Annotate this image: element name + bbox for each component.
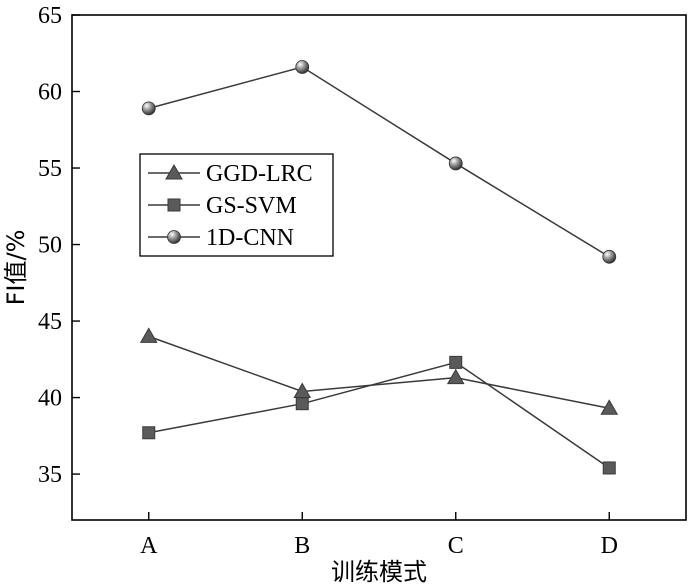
y-tick-label: 35: [38, 462, 62, 488]
data-point: [142, 426, 156, 440]
series-1d-cnn: [141, 60, 617, 264]
y-tick-label: 55: [38, 156, 62, 182]
data-point: [602, 249, 617, 264]
data-point: [295, 397, 309, 411]
data-point: [602, 461, 616, 475]
series-line: [148, 361, 610, 469]
series-line: [148, 66, 610, 258]
y-tick-label: 50: [38, 233, 62, 259]
series-ggd-lrc: [139, 327, 619, 415]
data-point: [446, 368, 465, 385]
legend-item: GS-SVM: [148, 193, 297, 219]
data-point: [139, 327, 158, 343]
series-layer: [139, 60, 619, 475]
y-tick-label: 40: [38, 386, 62, 412]
y-tick-label: 65: [38, 3, 62, 29]
data-point: [141, 101, 156, 116]
data-point: [449, 355, 463, 369]
legend-label: 1D-CNN: [206, 225, 294, 251]
legend-marker: [167, 198, 181, 212]
plot-frame: [71, 14, 687, 521]
x-tick-label: D: [601, 533, 618, 559]
legend-label: GS-SVM: [206, 193, 297, 219]
series-line: [148, 335, 610, 410]
series-gs-svm: [142, 355, 616, 475]
legend: GGD-LRC GS-SVM 1D-CNN: [139, 153, 334, 257]
legend-item: GGD-LRC: [148, 161, 313, 187]
y-tick-label: 45: [38, 309, 62, 335]
data-point: [295, 60, 310, 74]
x-axis-title: 训练模式: [331, 558, 427, 586]
data-point: [600, 399, 619, 415]
x-tick-label: B: [294, 533, 310, 559]
y-tick-label: 60: [38, 80, 62, 106]
y-axis-title: FI值/%: [2, 230, 30, 306]
axes: 35 40 45 50 55 60 65 A B C D: [38, 3, 687, 559]
data-point: [448, 156, 463, 171]
legend-label: GGD-LRC: [206, 161, 313, 187]
x-tick-label: C: [448, 533, 464, 559]
legend-marker: [167, 230, 181, 244]
legend-item: 1D-CNN: [148, 225, 294, 251]
x-tick-label: A: [140, 533, 158, 559]
legend-marker: [165, 163, 183, 180]
